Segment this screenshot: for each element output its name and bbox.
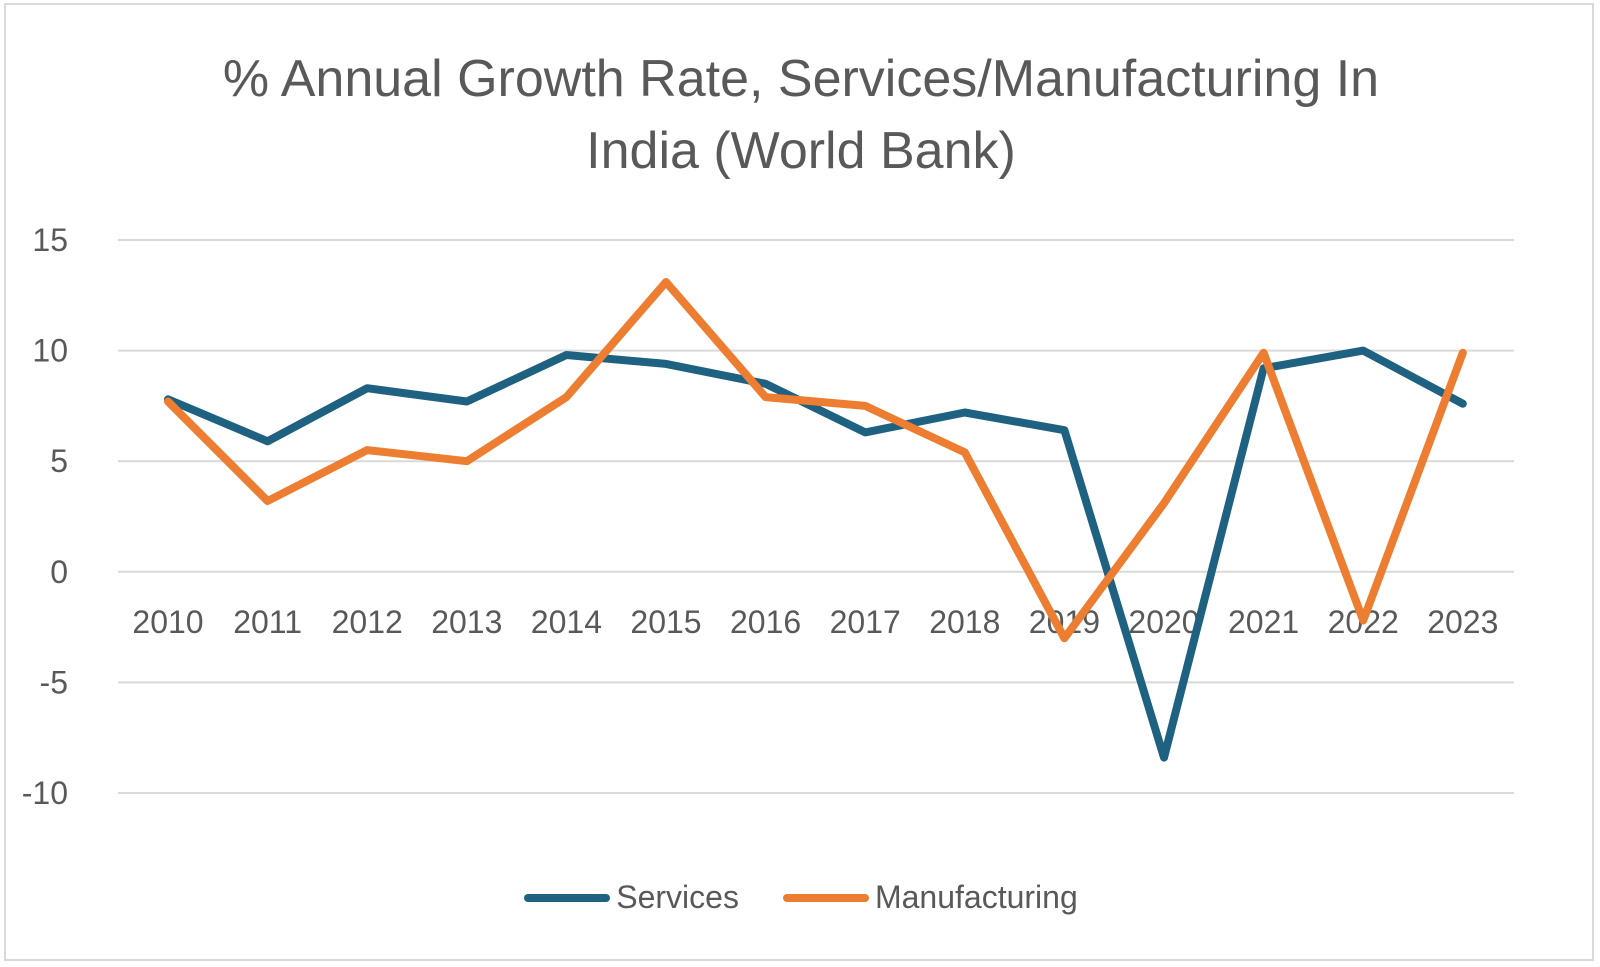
x-axis-tick-labels: 2010 2011 2012 2013 2014 2015 2016 2017 2018 2019… — [132, 604, 1498, 640]
legend-item-services[interactable]: Services — [524, 879, 739, 916]
legend-swatch-services — [524, 893, 611, 902]
x-tick-label: 2023 — [1427, 604, 1498, 640]
x-tick-label: 2011 — [233, 604, 302, 640]
series-line-manufacturing — [164, 278, 1467, 643]
chart-title-line-1: % Annual Growth Rate, Services/Manufactu… — [222, 50, 1380, 108]
series-line-services — [164, 346, 1467, 762]
legend-swatch-manufacturing — [782, 893, 869, 902]
legend: Services Manufacturing — [6, 879, 1596, 916]
legend-item-manufacturing[interactable]: Manufacturing — [782, 879, 1078, 916]
y-tick-label: 5 — [50, 443, 68, 479]
x-tick-label: 2010 — [132, 604, 203, 640]
x-tick-label: 2016 — [730, 604, 801, 640]
x-tick-label: 2020 — [1128, 604, 1199, 640]
x-tick-label: 2014 — [531, 604, 602, 640]
y-axis-tick-labels: 15 10 5 0 -5 -10 — [22, 222, 68, 811]
y-tick-label: 15 — [32, 222, 68, 258]
x-tick-label: 2017 — [830, 604, 901, 640]
series-lines — [164, 278, 1467, 762]
line-chart: 15 10 5 0 -5 -10 2010 2011 2012 2013 2014 2015 2016… — [22, 222, 1514, 811]
gridlines — [118, 239, 1514, 794]
chart-title-line-2: India (World Bank) — [586, 122, 1016, 180]
x-tick-label: 2021 — [1228, 604, 1299, 640]
x-tick-label: 2018 — [929, 604, 1000, 640]
y-tick-label: 10 — [32, 333, 68, 369]
chart-frame: % Annual Growth Rate, Services/Manufactu… — [4, 3, 1594, 961]
legend-label-services: Services — [616, 879, 739, 915]
y-tick-label: 0 — [50, 554, 68, 590]
chart-title: % Annual Growth Rate, Services/Manufactu… — [6, 43, 1596, 187]
x-tick-label: 2015 — [630, 604, 701, 640]
y-tick-label: -10 — [22, 775, 68, 811]
x-tick-label: 2013 — [431, 604, 502, 640]
legend-label-manufacturing: Manufacturing — [874, 879, 1078, 915]
x-tick-label: 2012 — [332, 604, 403, 640]
y-tick-label: -5 — [40, 664, 68, 700]
